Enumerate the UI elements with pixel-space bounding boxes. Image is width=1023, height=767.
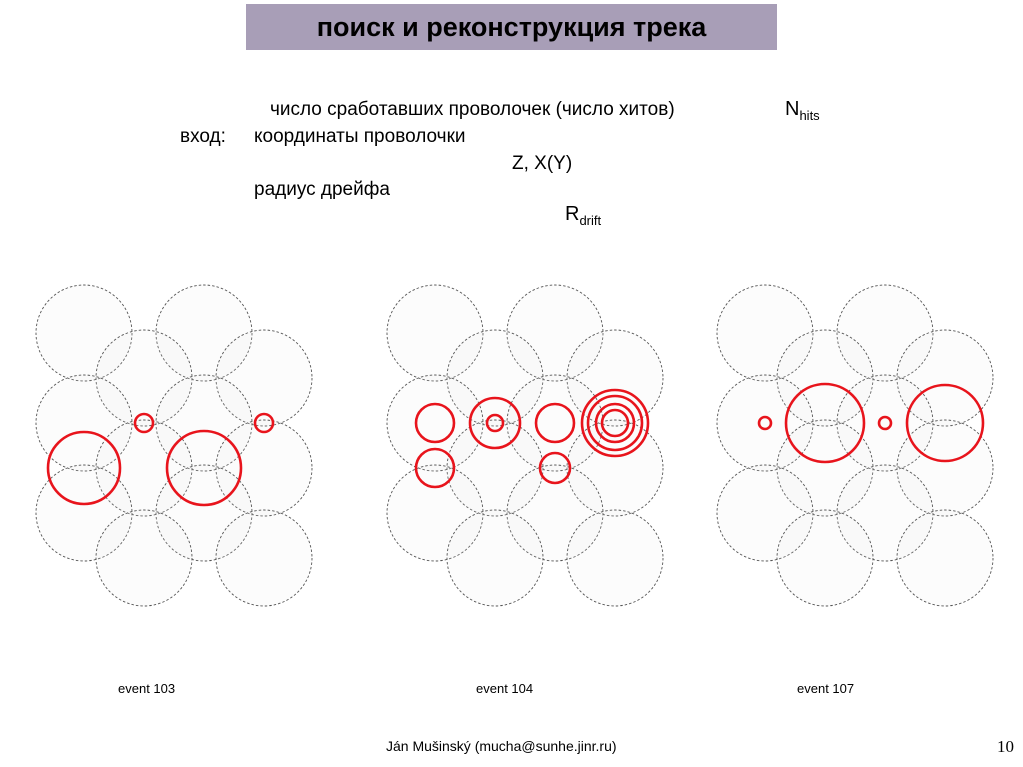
input-label: вход: — [180, 126, 226, 147]
event-diagram-1 — [386, 284, 664, 607]
drift-circle — [468, 396, 522, 450]
tube-outline — [896, 329, 994, 427]
coords-symbol: Z, X(Y) — [512, 153, 573, 174]
tube-outline — [386, 284, 484, 382]
drift-circle — [580, 388, 650, 458]
drift-circle — [133, 412, 155, 434]
tube-outline — [35, 284, 133, 382]
nhits-sub: hits — [799, 108, 820, 123]
tube-outline — [446, 509, 544, 607]
tube-outline — [95, 329, 193, 427]
tube-outline — [215, 329, 313, 427]
drift-circle — [253, 412, 275, 434]
slide-footer: Ján Mušinský (mucha@sunhe.jinr.ru) — [386, 738, 617, 754]
tube-outline — [155, 284, 253, 382]
tube-outline — [155, 464, 253, 562]
tube-outline — [776, 419, 874, 517]
tube-outline — [95, 419, 193, 517]
tube-outline — [716, 284, 814, 382]
tube-outline — [776, 509, 874, 607]
drift-circle — [784, 382, 866, 464]
rdrift-main: R — [565, 203, 580, 225]
tube-outline — [836, 284, 934, 382]
tube-outline — [215, 419, 313, 517]
drift-circle — [414, 447, 456, 489]
nhits-main: N — [785, 98, 800, 120]
tube-outline — [716, 374, 814, 472]
tube-outline — [506, 464, 604, 562]
tube-outline — [35, 374, 133, 472]
tube-outline — [836, 374, 934, 472]
tube-outline — [836, 464, 934, 562]
tube-outline — [566, 509, 664, 607]
tube-outline — [386, 374, 484, 472]
drift-circle — [905, 383, 985, 463]
tube-outline — [506, 284, 604, 382]
nhits-symbol: Nhits — [785, 98, 820, 123]
drift-circle — [485, 413, 505, 433]
event-diagram-2 — [716, 284, 994, 607]
tube-outline — [776, 329, 874, 427]
tube-outline — [155, 374, 253, 472]
tube-outline — [446, 419, 544, 517]
tube-outline — [386, 464, 484, 562]
drift-circle — [534, 402, 576, 444]
drift-circle — [46, 430, 122, 506]
coords-label: координаты проволочки — [254, 126, 466, 147]
drift-circle — [414, 402, 456, 444]
rdrift-symbol: Rdrift — [565, 203, 602, 228]
drift-circle — [538, 451, 572, 485]
tube-outline — [716, 464, 814, 562]
tube-outline — [95, 509, 193, 607]
radius-label: радиус дрейфа — [254, 179, 390, 200]
slide-title: поиск и реконструкция трека — [316, 11, 707, 42]
drift-circle — [600, 408, 630, 438]
tube-outline — [446, 329, 544, 427]
event-diagram-0 — [35, 284, 313, 607]
drift-circle — [165, 429, 243, 507]
tube-outline — [35, 464, 133, 562]
tube-outline — [896, 419, 994, 517]
slide-title-box: поиск и реконструкция трека — [246, 4, 777, 50]
drift-circle — [757, 415, 773, 431]
event-caption-104: event 104 — [476, 681, 534, 696]
drift-circle — [586, 394, 644, 452]
rdrift-sub: drift — [579, 213, 602, 228]
event-caption-107: event 107 — [797, 681, 855, 696]
drift-circle — [594, 402, 636, 444]
page-number: 10 — [997, 737, 1014, 756]
input-hits-line: число сработавших проволочек (число хито… — [270, 99, 675, 121]
event-caption-103: event 103 — [118, 681, 176, 696]
drift-circle — [877, 415, 893, 431]
tube-outline — [215, 509, 313, 607]
hits-label: число сработавших проволочек (число хито… — [270, 99, 675, 120]
tube-outline — [896, 509, 994, 607]
